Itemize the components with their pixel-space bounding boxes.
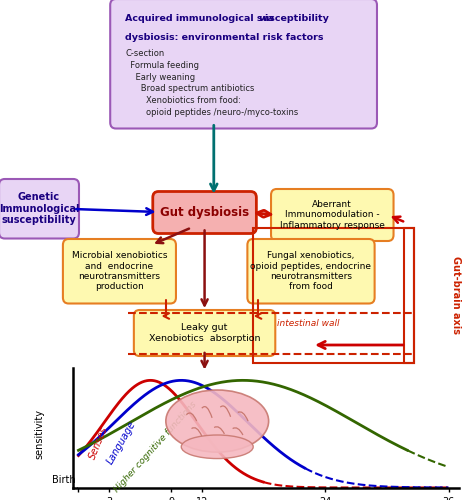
FancyBboxPatch shape (110, 0, 377, 128)
Text: Microbial xenobiotics
and  endocrine
neurotransmitters
production: Microbial xenobiotics and endocrine neur… (72, 251, 167, 292)
FancyBboxPatch shape (247, 239, 375, 304)
Bar (404, 228, 414, 362)
Text: C-section
  Formula feeding
    Early weaning
      Broad spectrum antibiotics
 : C-section Formula feeding Early weaning … (125, 49, 298, 117)
Text: Gut-brain axis: Gut-brain axis (451, 256, 462, 334)
Text: Language: Language (105, 419, 138, 466)
Ellipse shape (166, 390, 269, 452)
Text: Birth: Birth (52, 476, 75, 486)
FancyBboxPatch shape (271, 189, 394, 241)
Text: via: via (259, 14, 275, 23)
Text: Fungal xenobiotics,
opioid peptides, endocrine
neurotransmitters
from food: Fungal xenobiotics, opioid peptides, end… (251, 251, 371, 292)
FancyBboxPatch shape (0, 179, 79, 238)
Text: Acquired immunological susceptibility: Acquired immunological susceptibility (125, 14, 333, 23)
Text: Higher cognitive functions: Higher cognitive functions (113, 400, 199, 494)
Text: Genetic
Immunological
susceptibility: Genetic Immunological susceptibility (0, 192, 79, 226)
Text: Senses: Senses (88, 424, 110, 460)
FancyBboxPatch shape (134, 310, 275, 356)
FancyBboxPatch shape (153, 192, 256, 234)
Text: dysbiosis: environmental risk factors: dysbiosis: environmental risk factors (125, 33, 324, 42)
Text: sensitivity: sensitivity (35, 409, 44, 459)
Text: intestinal wall: intestinal wall (277, 319, 339, 328)
Ellipse shape (181, 435, 253, 458)
Text: Leaky gut
Xenobiotics  absorption: Leaky gut Xenobiotics absorption (149, 324, 260, 342)
Bar (253, 228, 414, 362)
Text: Aberrant
Immunomodulation -
Inflammatory response: Aberrant Immunomodulation - Inflammatory… (280, 200, 385, 230)
Text: Gut dysbiosis: Gut dysbiosis (160, 206, 249, 219)
FancyBboxPatch shape (63, 239, 176, 304)
